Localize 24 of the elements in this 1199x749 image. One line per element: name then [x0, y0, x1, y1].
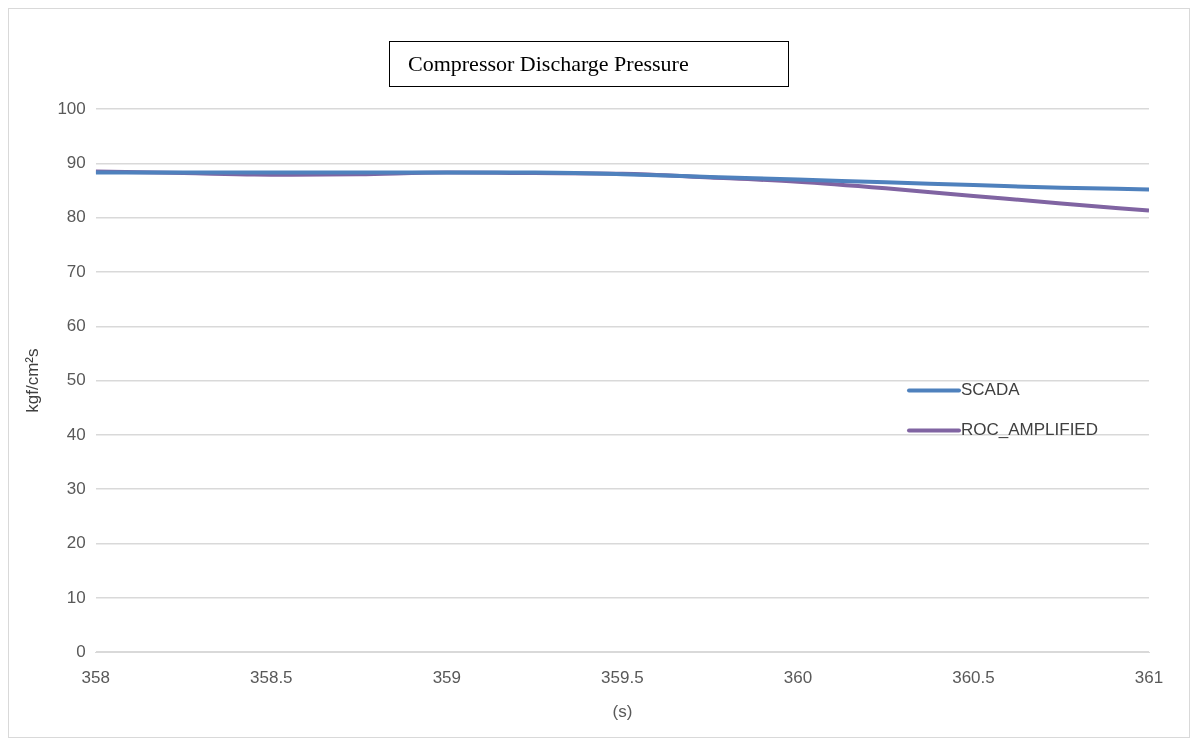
y-tick-label: 20 — [66, 533, 86, 553]
x-axis-title: (s) — [612, 702, 633, 722]
y-tick-label: 80 — [66, 207, 86, 227]
y-tick-label: 50 — [66, 370, 86, 390]
y-tick-label: 30 — [66, 478, 86, 498]
y-tick-label: 40 — [66, 424, 86, 444]
x-tick-label: 358.5 — [250, 668, 293, 688]
x-tick-label: 359.5 — [601, 668, 644, 688]
y-tick-label: 60 — [66, 315, 86, 335]
x-tick-label: 361 — [1134, 668, 1164, 688]
x-tick-label: 360.5 — [952, 668, 995, 688]
line-series — [95, 170, 1149, 192]
y-tick-label: 100 — [57, 98, 86, 118]
y-axis-title: kgf/cm²s — [22, 348, 42, 413]
x-tick-label: 359 — [432, 668, 462, 688]
y-tick-label: 70 — [66, 261, 86, 281]
y-tick-label: 0 — [76, 641, 86, 661]
legend-label: ROC_AMPLIFIED — [961, 420, 1098, 440]
y-tick-label: 10 — [66, 587, 86, 607]
legend-label: SCADA — [961, 380, 1021, 400]
chart-title: Compressor Discharge Pressure — [389, 41, 789, 87]
x-tick-label: 360 — [783, 668, 813, 688]
y-tick-label: 90 — [66, 153, 86, 173]
x-tick-label: 358 — [81, 668, 110, 688]
